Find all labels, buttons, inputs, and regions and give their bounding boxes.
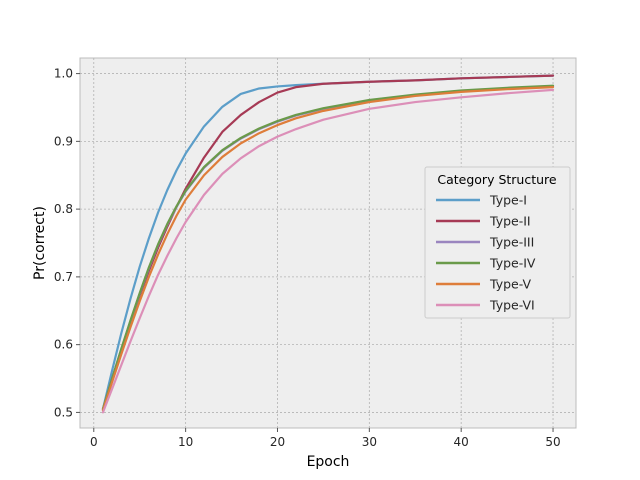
y-tick-label: 0.6 — [54, 338, 73, 352]
series-lines — [101, 74, 555, 414]
series-line-type-v — [101, 86, 555, 412]
legend-label-type-v: Type-V — [489, 277, 531, 292]
legend-label-type-i: Type-I — [489, 193, 527, 208]
y-tick-label: 1.0 — [54, 67, 73, 81]
x-tick-label: 30 — [362, 435, 377, 449]
y-tick-label: 0.9 — [54, 134, 73, 148]
legend: Category Structure Type-I Type-II Type-III… — [424, 166, 571, 319]
x-tick-label: 50 — [545, 435, 560, 449]
x-tick-label: 10 — [178, 435, 193, 449]
legend-box — [424, 166, 571, 319]
y-tick-label: 0.5 — [54, 405, 73, 419]
legend-label-type-iv: Type-IV — [489, 256, 536, 271]
x-tick-label: 20 — [270, 435, 285, 449]
legend-items: Type-I Type-II Type-III Type-IV Type-V Type-V… — [436, 193, 536, 313]
series-line-type-iv — [101, 84, 555, 411]
y-axis-label: Pr(correct) — [32, 206, 48, 280]
y-tick-label: 0.8 — [54, 202, 73, 216]
series-line-type-vi — [101, 88, 555, 414]
x-tick-label: 40 — [454, 435, 469, 449]
x-tick-label: 0 — [90, 435, 98, 449]
legend-label-type-ii: Type-II — [489, 214, 531, 229]
legend-label-type-vi: Type-VI — [489, 298, 535, 313]
x-axis-label: Epoch — [307, 454, 350, 470]
legend-label-type-iii: Type-III — [489, 235, 534, 250]
axis-ticks: 0 10 20 30 40 50 0.5 0.6 0.7 0.8 0.9 1.0 — [54, 67, 561, 449]
legend-title: Category Structure — [437, 172, 557, 187]
y-tick-label: 0.7 — [54, 270, 73, 284]
